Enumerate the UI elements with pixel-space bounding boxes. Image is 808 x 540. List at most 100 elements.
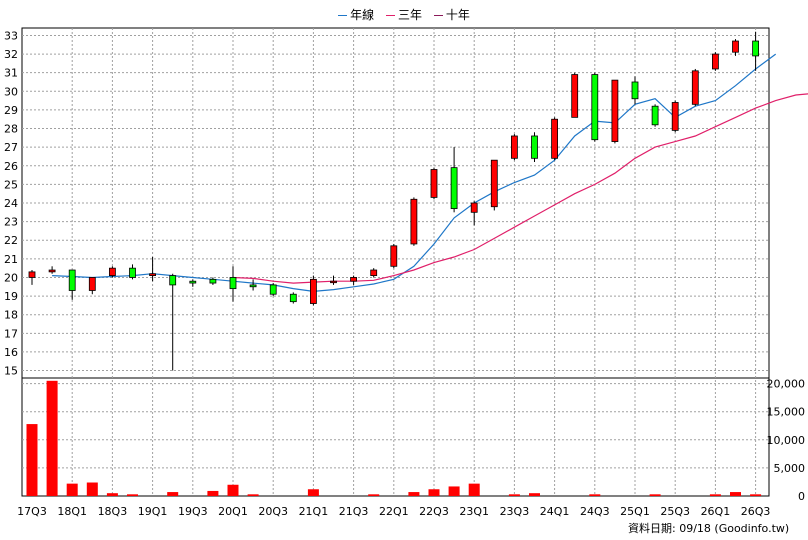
candle-body — [149, 273, 157, 277]
candle-body — [712, 53, 719, 70]
candle — [330, 275, 337, 285]
candle — [510, 134, 518, 161]
candle — [350, 275, 358, 285]
candle — [109, 266, 116, 278]
volume-tick-label: 15,000 — [767, 406, 806, 419]
volume-bar — [589, 494, 601, 496]
candle-body — [289, 293, 297, 303]
candle-body — [410, 198, 418, 245]
legend-label: 三年 — [397, 8, 422, 22]
volume-bars — [26, 380, 762, 496]
x-tick-label: 23Q3 — [500, 505, 530, 518]
candle-body — [611, 79, 619, 142]
price-tick-label: 30 — [4, 85, 18, 98]
candle — [249, 279, 257, 291]
volume-bar — [368, 494, 380, 496]
candle — [611, 79, 619, 144]
price-tick-label: 29 — [4, 104, 18, 117]
x-tick-label: 24Q1 — [540, 505, 570, 518]
candle-body — [189, 280, 197, 284]
volume-tick-label: 20,000 — [767, 378, 806, 391]
price-tick-label: 15 — [4, 365, 18, 378]
candle — [289, 292, 297, 304]
candle-body — [591, 74, 599, 141]
candle-body — [752, 40, 759, 57]
volume-bar — [730, 492, 741, 496]
candle — [752, 31, 759, 71]
candle-body — [531, 135, 538, 159]
candle-body — [510, 135, 518, 159]
legend-item-year-line: 年線 — [338, 6, 374, 23]
candlesticks — [28, 31, 759, 371]
legend-swatch — [433, 15, 443, 16]
x-tick-label: 24Q3 — [580, 505, 610, 518]
candle — [712, 52, 719, 71]
candle — [470, 201, 478, 226]
candle — [370, 268, 378, 278]
candle-body — [671, 102, 679, 131]
candle — [450, 147, 458, 213]
x-tick-label: 17Q3 — [17, 505, 47, 518]
x-tick-label: 18Q3 — [98, 505, 128, 518]
volume-bar — [86, 482, 98, 496]
candle — [691, 68, 699, 107]
candle — [309, 275, 317, 306]
legend-swatch — [338, 15, 348, 16]
price-tick-label: 20 — [4, 271, 18, 284]
candle — [410, 197, 418, 246]
candle-body — [470, 202, 478, 213]
candle — [189, 279, 197, 287]
price-tick-label: 28 — [4, 123, 18, 136]
legend-swatch — [385, 15, 395, 16]
x-tick-label: 26Q3 — [741, 505, 771, 518]
price-tick-label: 17 — [4, 327, 18, 340]
candle — [571, 72, 579, 118]
candle-body — [370, 269, 378, 277]
price-axis-ticks: 15 16 17 18 19 20 21 22 23 24 25 26 27 28 29 30 31 32 33 — [4, 29, 18, 377]
volume-panel-frame — [21, 377, 770, 497]
candle — [149, 256, 157, 282]
price-tick-label: 27 — [4, 141, 18, 154]
x-axis-ticks: 17Q3 18Q1 18Q3 19Q1 19Q3 20Q1 20Q3 21Q1 21Q3 22Q1… — [17, 505, 770, 518]
candle — [129, 264, 136, 280]
candle-body — [229, 277, 237, 290]
candle — [631, 76, 639, 105]
volume-bar — [26, 424, 38, 496]
x-tick-label: 25Q3 — [660, 505, 690, 518]
volume-tick-label: 0 — [798, 490, 805, 503]
candle — [732, 39, 739, 56]
legend: 年線 三年 十年 — [0, 6, 808, 23]
x-tick-label: 21Q1 — [299, 505, 329, 518]
legend-item-ten-year: 十年 — [433, 6, 470, 23]
volume-tick-label: 5,000 — [774, 462, 806, 475]
price-tick-label: 32 — [4, 48, 18, 61]
candle — [490, 159, 498, 211]
source-note: 資料日期: 09/18 (Goodinfo.tw) — [628, 522, 790, 535]
candle — [269, 283, 277, 297]
price-tick-label: 16 — [4, 346, 18, 359]
x-tick-label: 23Q1 — [459, 505, 489, 518]
x-tick-label: 22Q3 — [419, 505, 449, 518]
candle-body — [88, 277, 96, 291]
x-tick-label: 19Q1 — [138, 505, 168, 518]
candle-body — [390, 245, 398, 267]
volume-bar — [468, 483, 480, 496]
candle-body — [330, 280, 337, 284]
legend-label: 十年 — [445, 8, 470, 22]
volume-bar — [127, 494, 138, 496]
volume-axis-ticks: 0 5,000 10,000 15,000 20,000 — [767, 378, 806, 503]
price-tick-label: 26 — [4, 160, 18, 173]
candle-body — [129, 267, 136, 278]
candle — [591, 72, 599, 142]
candle-body — [490, 159, 498, 208]
grid-lines — [22, 28, 769, 496]
candle-body — [350, 277, 358, 282]
candle — [88, 277, 96, 295]
price-tick-label: 31 — [4, 67, 18, 80]
volume-bar — [167, 492, 179, 496]
candle — [169, 273, 177, 371]
volume-bar — [408, 492, 420, 496]
candle-body — [571, 74, 579, 118]
price-tick-label: 25 — [4, 178, 18, 191]
